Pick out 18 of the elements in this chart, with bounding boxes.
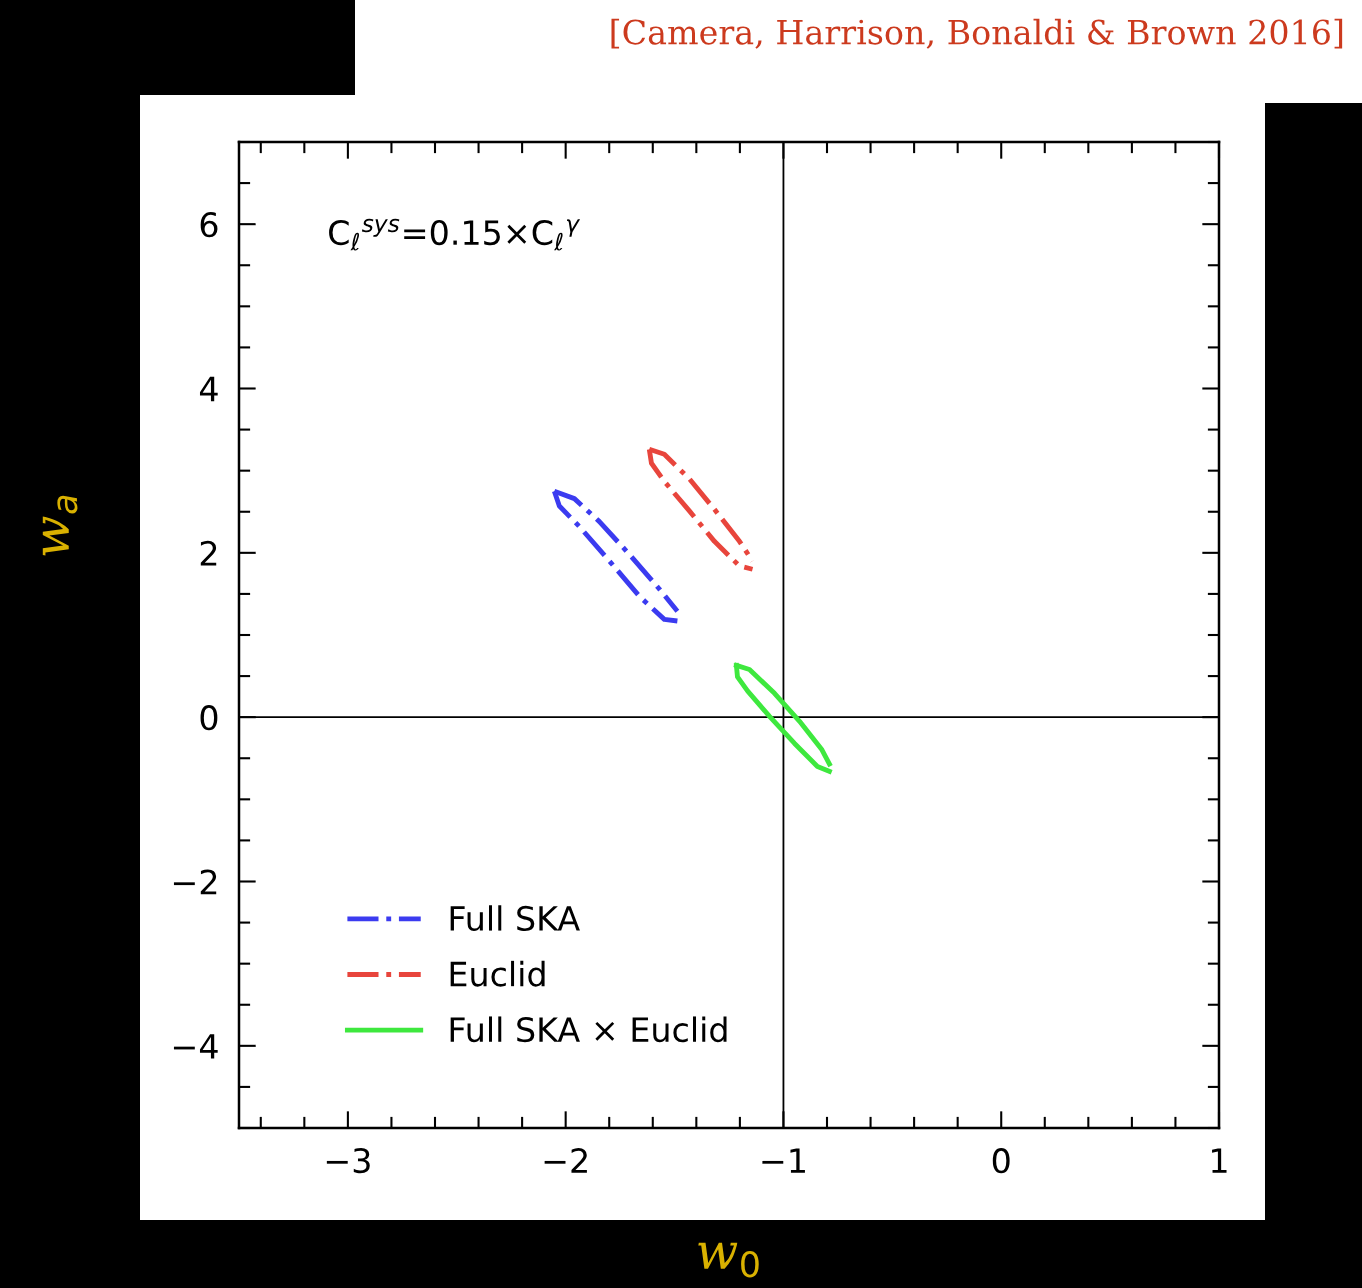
y-tick-label: 0 [200, 705, 218, 731]
x-tick-label: −3 [326, 1148, 370, 1174]
x-tick-label: 1 [1212, 1148, 1227, 1173]
x-tick-label: 0 [992, 1148, 1010, 1174]
y-tick-label: 4 [199, 376, 218, 402]
annotation: C$_{ℓ}$$^{sys}$=0.15×C$_{ℓ}$$^{γ}$ [329, 218, 581, 251]
text: [Camera, Harrison, Bonaldi & Brown 2016] [611, 18, 1343, 49]
legend-label: Euclid [450, 960, 545, 987]
y-tick-label: −2 [173, 869, 217, 895]
y-tick-label: −4 [173, 1034, 218, 1059]
y-axis-title: w$_{a}$ [42, 495, 78, 556]
y-tick-label: 2 [200, 540, 217, 566]
legend-label: Full SKA × Euclid [450, 1016, 727, 1043]
legend-label: Full SKA [450, 905, 580, 932]
y-tick-label: 6 [200, 212, 218, 238]
x-tick-label: −1 [762, 1148, 805, 1173]
x-tick-label: −2 [544, 1148, 587, 1173]
x-axis-title: w$_{0}$ [698, 1242, 759, 1278]
